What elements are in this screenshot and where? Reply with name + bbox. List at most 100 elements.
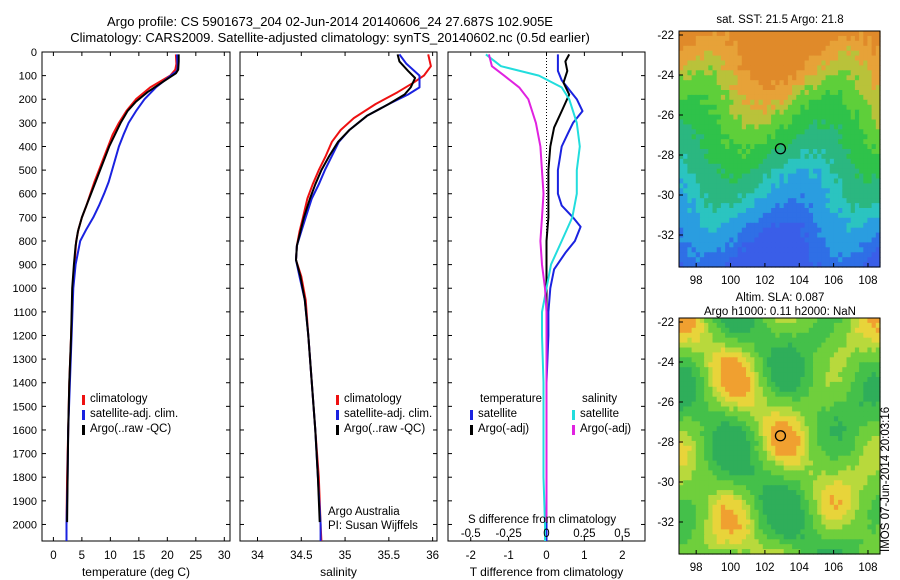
map-cell	[775, 544, 781, 550]
map-cell	[813, 252, 818, 258]
map-cell	[683, 318, 688, 324]
map-cell	[842, 114, 848, 121]
map-cell	[716, 104, 722, 111]
map-cell	[771, 372, 776, 378]
map-cell	[804, 322, 810, 329]
map-cell	[771, 499, 776, 506]
map-cell	[716, 144, 722, 150]
map-cell	[737, 524, 743, 530]
map-cell	[758, 480, 764, 486]
map-cell	[867, 129, 873, 135]
map-cell	[704, 396, 709, 403]
map-cell	[708, 158, 714, 165]
map-cell	[838, 139, 843, 145]
map-cell	[867, 445, 873, 452]
map-cell	[729, 252, 735, 258]
map-cell	[754, 129, 760, 135]
map-cell	[699, 139, 705, 145]
map-cell	[787, 396, 793, 403]
map-cell	[699, 519, 705, 526]
map-cell	[871, 475, 877, 481]
map-cell	[829, 490, 835, 496]
map-cell	[800, 80, 806, 86]
map-cell	[775, 391, 781, 398]
map-cell	[783, 60, 789, 66]
map-cell	[733, 252, 739, 258]
map-cell	[808, 519, 814, 526]
map-cell	[796, 85, 802, 91]
map-cell	[808, 416, 814, 422]
map-cell	[716, 440, 722, 447]
map-cell	[817, 426, 822, 432]
map-cell	[779, 163, 785, 170]
map-cell	[725, 203, 730, 209]
map-cell	[796, 509, 802, 516]
map-cell	[875, 347, 881, 353]
map-cell	[716, 173, 722, 180]
map-cell	[687, 490, 693, 496]
map-cell	[863, 327, 869, 334]
map-cell	[838, 237, 843, 243]
map-cell	[817, 232, 822, 239]
map-cell	[762, 188, 768, 194]
map-cell	[829, 237, 835, 243]
map-cell	[737, 485, 743, 491]
map-cell	[800, 322, 806, 329]
map-cell	[725, 114, 730, 121]
map-cell	[779, 80, 785, 86]
map-cell	[859, 318, 864, 324]
map-cell	[854, 45, 860, 52]
map-cell	[758, 55, 764, 62]
map-cell	[695, 227, 701, 234]
map-cell	[859, 35, 864, 42]
map-cell	[813, 475, 818, 481]
map-cell	[725, 480, 730, 486]
map-cell	[687, 332, 693, 339]
map-cell	[691, 203, 697, 209]
map-cell	[850, 163, 856, 170]
map-cell	[679, 208, 684, 214]
map-cell	[699, 168, 705, 175]
map-cell	[737, 416, 743, 422]
map-cell	[683, 539, 688, 545]
map-cell	[871, 450, 877, 457]
map-cell	[829, 80, 835, 86]
map-cell	[867, 153, 873, 160]
map-cell	[821, 529, 827, 535]
map-cell	[825, 426, 831, 432]
map-cell	[733, 139, 739, 145]
map-cell	[867, 539, 873, 545]
map-cell	[817, 332, 822, 339]
map-cell	[833, 35, 839, 42]
map-cell	[771, 381, 776, 388]
map-cell	[733, 242, 739, 248]
map-cell	[863, 539, 869, 545]
map-cell	[813, 372, 818, 378]
map-cell	[746, 94, 751, 101]
map-cell	[800, 35, 806, 42]
map-cell	[854, 386, 860, 393]
map-cell	[712, 499, 718, 506]
map-cell	[737, 55, 743, 62]
map-cell	[867, 337, 873, 344]
map-cell	[846, 114, 852, 121]
y-tick-label: 800	[19, 236, 37, 248]
map-cell	[808, 70, 814, 76]
map-cell	[813, 465, 818, 471]
map-cell	[779, 416, 785, 422]
map-cell	[854, 318, 860, 324]
map-cell	[687, 252, 693, 258]
map-cell	[829, 232, 835, 239]
map-cell	[804, 332, 810, 339]
map-cell	[708, 237, 714, 243]
map-cell	[708, 440, 714, 447]
map-cell	[754, 509, 760, 516]
map-cell	[741, 352, 747, 358]
map-cell	[704, 222, 709, 229]
map-cell	[854, 99, 860, 106]
map-cell	[813, 495, 818, 501]
map-cell	[729, 99, 735, 106]
map-cell	[683, 252, 688, 258]
y-tick-label: 1500	[13, 401, 37, 413]
map-cell	[808, 352, 814, 358]
